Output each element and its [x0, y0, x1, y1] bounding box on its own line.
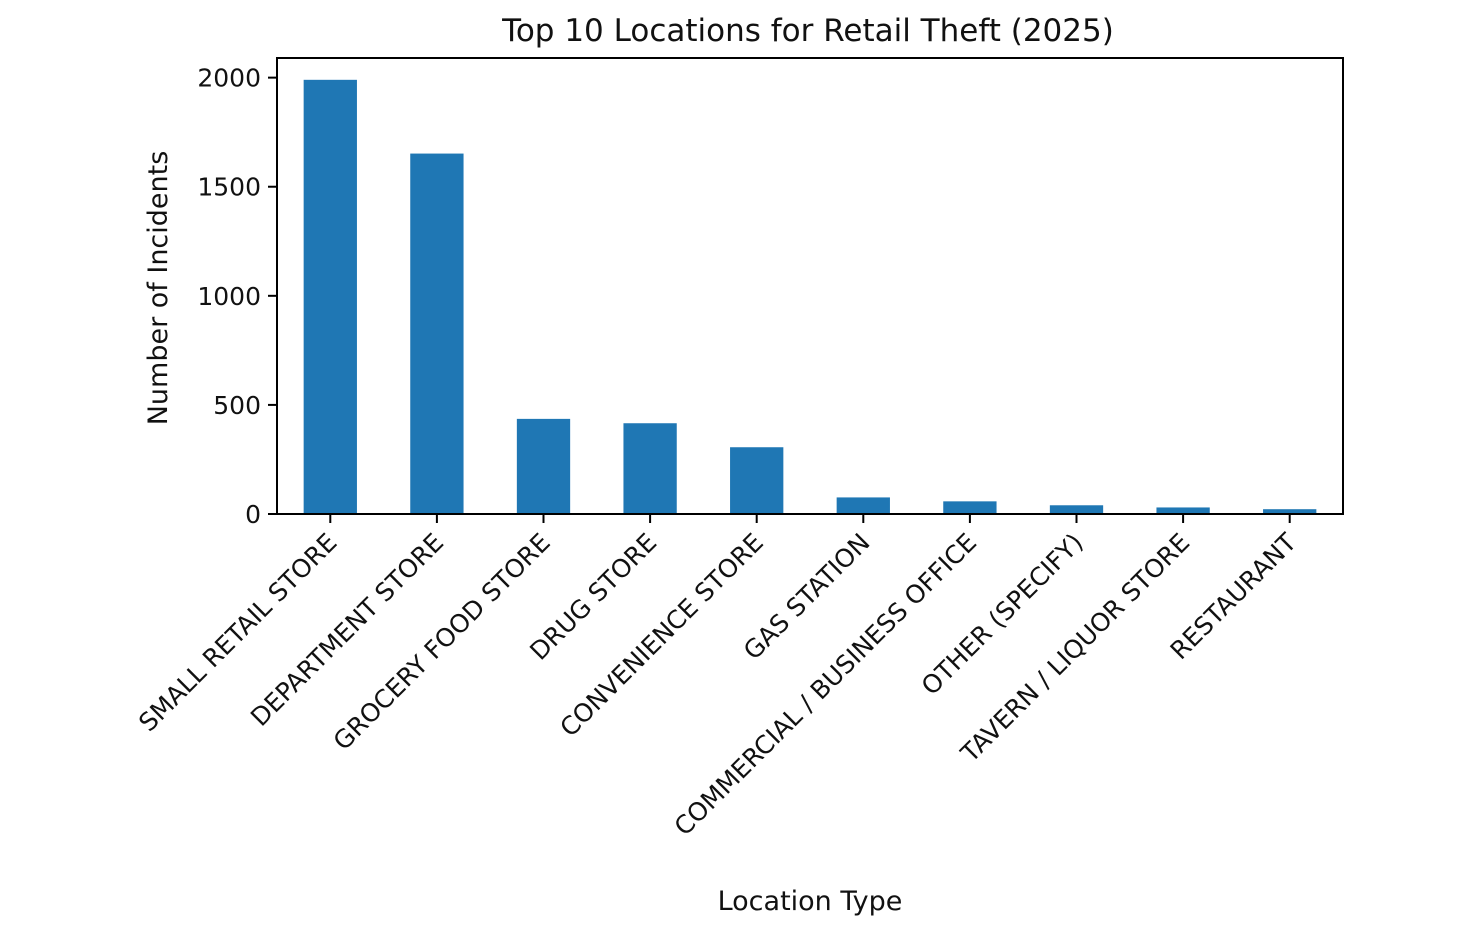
x-tick-label: GROCERY FOOD STORE: [328, 528, 556, 756]
x-tick-label: DEPARTMENT STORE: [245, 528, 449, 732]
bar-restaurant: [1263, 509, 1317, 514]
bar-gas-station: [836, 497, 890, 514]
y-tick-label: 1500: [197, 173, 261, 202]
x-axis-label: Location Type: [718, 886, 903, 917]
plot-frame: [276, 57, 1344, 515]
bar-convenience-store: [730, 447, 784, 514]
x-tick-label: TAVERN / LIQUOR STORE: [955, 528, 1196, 769]
bars-group: [303, 79, 1317, 515]
y-tick-label: 500: [213, 391, 261, 420]
bar-drug-store: [623, 423, 677, 514]
y-tick-label: 1000: [197, 282, 261, 311]
y-tick-label: 2000: [197, 64, 261, 93]
bar-small-retail-store: [303, 79, 357, 515]
y-axis-label: Number of Incidents: [143, 151, 174, 426]
bar-commercial-business-office: [943, 501, 997, 514]
chart-title: Top 10 Locations for Retail Theft (2025): [501, 13, 1114, 49]
bar-other-specify: [1049, 505, 1104, 514]
y-axis: 0 500 1000 1500 2000: [197, 64, 277, 529]
x-tick-label: CONVENIENCE STORE: [554, 528, 769, 743]
x-tick-label: SMALL RETAIL STORE: [133, 528, 342, 737]
bar-tavern-liquor-store: [1156, 507, 1210, 514]
y-tick-label: 0: [245, 500, 261, 529]
bar-grocery-food-store: [516, 418, 571, 514]
bar-department-store: [410, 153, 464, 514]
